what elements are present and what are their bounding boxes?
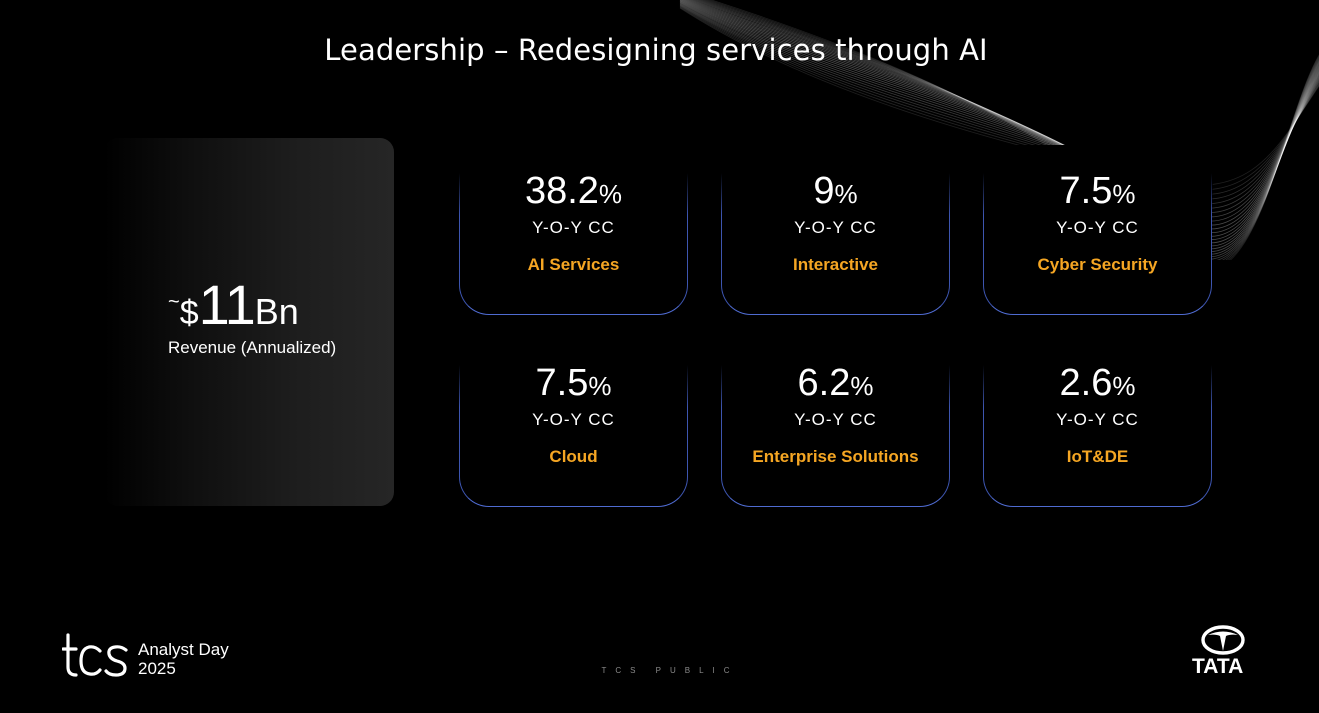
metric-basis: Y-O-Y CC [1056, 218, 1139, 237]
metric-label: Cloud [549, 447, 598, 466]
metric-unit: % [588, 371, 612, 401]
metric-unit: % [1112, 179, 1136, 209]
metric-value: 7.5% [984, 169, 1211, 216]
metric-label: AI Services [527, 255, 620, 274]
revenue-value: ~$11Bn [168, 272, 299, 337]
tata-wordmark: TATA [1192, 655, 1244, 678]
metric-unit: % [598, 179, 623, 209]
tata-emblem-icon [1201, 625, 1245, 655]
metric-basis: Y-O-Y CC [794, 218, 877, 237]
metric-card-cyber-security: 7.5% Y-O-Y CC Cyber Security [982, 145, 1213, 315]
revenue-number: 11 [198, 273, 256, 336]
metric-card-interactive: 9% Y-O-Y CC Interactive [720, 145, 951, 315]
metric-unit: % [850, 371, 874, 401]
revenue-card: ~$11Bn Revenue (Annualized) [104, 138, 394, 506]
metric-label: Interactive [792, 255, 879, 274]
metric-unit: % [834, 179, 858, 209]
tcs-logo-icon [62, 633, 128, 677]
event-year: 2025 [138, 659, 176, 678]
metric-card-iot-de: 2.6% Y-O-Y CC IoT&DE [982, 337, 1213, 507]
metric-value: 7.5% [460, 361, 687, 408]
metric-card-cloud: 7.5% Y-O-Y CC Cloud [458, 337, 689, 507]
metric-basis: Y-O-Y CC [794, 410, 877, 429]
event-title: Analyst Day [138, 640, 229, 659]
approx-symbol: ~ [168, 291, 180, 313]
metric-number: 2.6 [1059, 362, 1113, 404]
revenue-unit: Bn [254, 291, 299, 332]
metric-basis: Y-O-Y CC [532, 410, 615, 429]
metric-number: 6.2 [797, 362, 851, 404]
metric-card-ai-services: 38.2% Y-O-Y CC AI Services [458, 145, 689, 315]
event-name: Analyst Day 2025 [138, 640, 229, 678]
metric-basis: Y-O-Y CC [1056, 410, 1139, 429]
classification-label: TCS PUBLIC [601, 666, 739, 675]
metric-basis: Y-O-Y CC [532, 218, 615, 237]
metric-unit: % [1112, 371, 1136, 401]
metric-value: 9% [722, 169, 949, 216]
metric-number: 9 [813, 170, 835, 212]
metric-card-enterprise-solutions: 6.2% Y-O-Y CC Enterprise Solutions [720, 337, 951, 507]
metric-label: IoT&DE [1066, 447, 1129, 466]
currency-symbol: $ [179, 294, 199, 332]
metric-value: 38.2% [460, 169, 687, 216]
metric-value: 2.6% [984, 361, 1211, 408]
metric-number: 38.2 [524, 170, 599, 212]
metric-label: Cyber Security [1037, 255, 1158, 274]
metric-number: 7.5 [535, 362, 589, 404]
metric-number: 7.5 [1059, 170, 1113, 212]
revenue-label: Revenue (Annualized) [168, 338, 337, 357]
metric-value: 6.2% [722, 361, 949, 408]
metric-label: Enterprise Solutions [752, 447, 919, 466]
slide-title: Leadership – Redesigning services throug… [324, 33, 988, 67]
